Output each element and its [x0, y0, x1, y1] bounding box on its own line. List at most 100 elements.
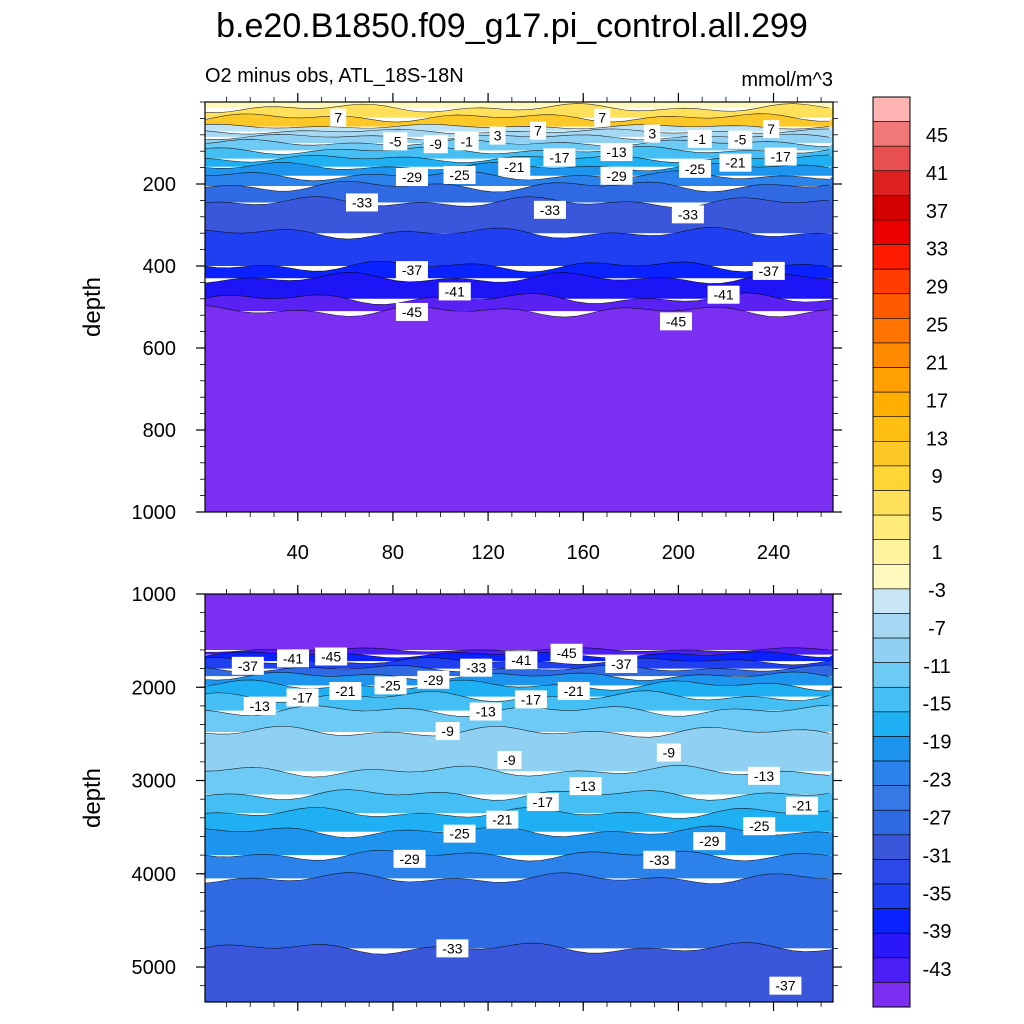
colorbar-swatch — [872, 465, 911, 491]
y-axis-label: depth — [79, 277, 106, 337]
contour-band — [205, 872, 833, 949]
colorbar-label: -27 — [923, 807, 952, 829]
contour-label-box — [643, 850, 676, 869]
contour-label: -29 — [402, 169, 422, 185]
contour-label: -21 — [792, 798, 812, 814]
contour-label-box — [707, 285, 740, 304]
contour-band — [205, 679, 833, 697]
x-tick-label: 80 — [382, 542, 404, 564]
contour-band — [205, 128, 833, 137]
contour-label-box — [374, 676, 407, 695]
contour-label: -5 — [734, 132, 747, 148]
contour-line — [204, 123, 830, 130]
contour-label-box — [693, 832, 726, 851]
contour-label-box — [443, 824, 476, 843]
colorbar-swatch — [872, 391, 911, 418]
contour-band — [205, 789, 833, 814]
y-tick-label: 4000 — [132, 864, 177, 886]
contour-label: -17 — [521, 691, 541, 707]
contour-label-box — [660, 312, 692, 331]
contour-label-box — [743, 817, 776, 836]
colorbar-label: -3 — [928, 580, 946, 602]
colorbar-label: -39 — [923, 921, 952, 943]
contour-label: -29 — [423, 672, 443, 688]
colorbar-swatch — [872, 490, 911, 516]
contour-label-box — [383, 132, 408, 151]
contour-line — [204, 671, 830, 681]
contour-label: -29 — [399, 851, 419, 867]
x-tick-label: 160 — [567, 542, 600, 564]
lower-panel: -37 -41 -45 -41 -45 -37 -33 -29 -25 -21 -17 -13 -13 -… — [79, 584, 842, 1011]
contour-band — [205, 113, 833, 127]
contour-line — [204, 103, 830, 114]
subtitle-right: mmol/m^3 — [741, 69, 833, 91]
contour-line — [204, 170, 830, 182]
y-tick-label: 3000 — [132, 771, 177, 793]
colorbar-swatch — [872, 539, 911, 565]
contour-label: -45 — [402, 304, 422, 320]
contour-line — [204, 133, 830, 141]
contour-line — [204, 872, 830, 884]
contour-label: -21 — [335, 683, 355, 699]
y-axis-label: depth — [79, 768, 106, 828]
colorbar-label: -19 — [923, 732, 952, 754]
contour-label: -29 — [606, 168, 626, 184]
contour-label: -33 — [540, 202, 560, 218]
contour-label: -29 — [699, 833, 719, 849]
contour-line — [204, 113, 830, 123]
contour-band — [205, 292, 833, 312]
contour-band — [205, 124, 833, 132]
contour-label: -25 — [449, 826, 469, 842]
contour-label: -37 — [238, 658, 258, 674]
contour-band — [205, 594, 833, 650]
contour-label-box — [671, 205, 704, 224]
subtitle-left: O2 minus obs, ATL_18S-18N — [205, 65, 464, 87]
x-tick-label: 200 — [662, 542, 695, 564]
contour-label-box — [644, 124, 661, 143]
contour-line — [204, 765, 830, 778]
contour-label: -1 — [460, 133, 473, 149]
contour-label: -9 — [503, 752, 516, 768]
contour-line — [204, 679, 830, 692]
colorbar-swatch — [872, 859, 911, 885]
contour-line — [204, 196, 830, 208]
contour-line — [204, 139, 830, 147]
contour-label: -25 — [749, 818, 769, 834]
contour-label: -33 — [649, 852, 669, 868]
contour-label-box — [543, 148, 576, 167]
contour-label-box — [719, 153, 752, 172]
contour-label: -17 — [533, 794, 553, 810]
colorbar-label: -11 — [923, 656, 950, 678]
contour-label: -13 — [606, 144, 626, 160]
contour-label: -37 — [611, 656, 631, 672]
contour-label-box — [486, 810, 519, 829]
colorbar-label: 21 — [926, 352, 948, 374]
colorbar-swatch — [872, 982, 911, 1008]
contour-label-box — [514, 690, 547, 709]
contour-label-box — [530, 121, 547, 140]
contour-label: -13 — [754, 768, 774, 784]
colorbar-label: 29 — [926, 277, 948, 299]
contour-label: -21 — [564, 683, 584, 699]
colorbar-swatch — [872, 145, 911, 172]
x-tick-label: 240 — [757, 542, 790, 564]
colorbar-label: 41 — [926, 163, 948, 185]
contour-label: -21 — [725, 155, 745, 171]
contour-band — [205, 850, 833, 879]
contour-label-box — [763, 120, 780, 139]
contour-label: -13 — [476, 704, 496, 720]
colorbar-swatch — [872, 121, 911, 147]
contour-line — [204, 942, 830, 955]
colorbar-frame — [872, 96, 911, 1008]
upper-panel: 7 7 7 7 3 3 -1 -1 -5 -5 -9 -13 -17 -17 -21 -21 -25 -25 -29… — [79, 93, 842, 564]
colorbar-swatch — [872, 834, 911, 860]
contour-label: -33 — [466, 660, 486, 676]
y-tick-label: 200 — [143, 174, 176, 196]
contour-label: -41 — [511, 652, 531, 668]
contour-line — [204, 704, 830, 717]
contour-label: 3 — [494, 128, 502, 144]
contour-label-box — [557, 681, 590, 700]
contour-label-box — [605, 654, 638, 673]
contour-label-box — [395, 168, 428, 187]
colorbar-label: -43 — [923, 959, 952, 981]
